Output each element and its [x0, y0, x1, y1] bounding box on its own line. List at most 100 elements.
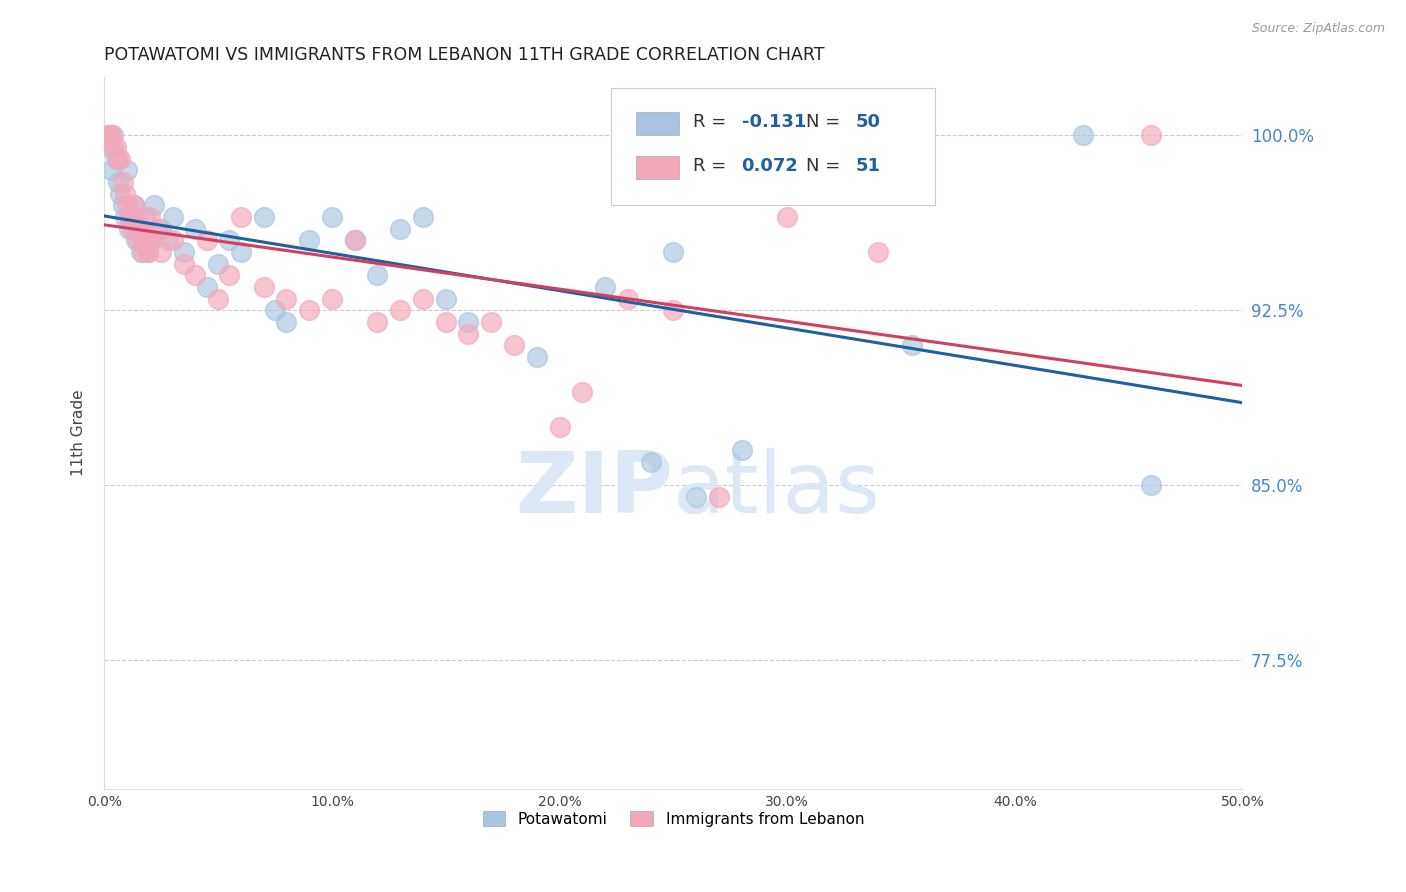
Point — [107, 152, 129, 166]
Point — [685, 490, 707, 504]
Point — [97, 128, 120, 143]
Point — [184, 268, 207, 283]
Point — [150, 244, 173, 259]
Point — [1140, 478, 1163, 492]
Point — [662, 244, 685, 259]
Point — [110, 186, 132, 201]
Point — [111, 175, 134, 189]
Point — [207, 256, 229, 270]
Point — [136, 244, 159, 259]
FancyBboxPatch shape — [636, 156, 679, 179]
Point — [103, 128, 125, 143]
Text: POTAWATOMI VS IMMIGRANTS FROM LEBANON 11TH GRADE CORRELATION CHART: POTAWATOMI VS IMMIGRANTS FROM LEBANON 11… — [104, 46, 825, 64]
Point — [389, 303, 412, 318]
Point — [139, 233, 162, 247]
Point — [104, 152, 127, 166]
Text: -0.131: -0.131 — [741, 112, 806, 131]
Point — [122, 198, 145, 212]
Text: N =: N = — [807, 112, 846, 131]
Point — [366, 268, 388, 283]
Point — [298, 303, 321, 318]
Point — [457, 315, 479, 329]
Point — [150, 221, 173, 235]
Point — [479, 315, 502, 329]
Point — [118, 221, 141, 235]
Point — [129, 244, 152, 259]
Point — [868, 244, 890, 259]
Point — [127, 221, 149, 235]
Point — [173, 256, 195, 270]
Point — [252, 280, 274, 294]
Text: atlas: atlas — [673, 448, 882, 531]
Point — [139, 210, 162, 224]
Y-axis label: 11th Grade: 11th Grade — [72, 390, 86, 476]
Point — [121, 210, 143, 224]
Text: 51: 51 — [855, 157, 880, 175]
Point — [141, 233, 163, 247]
Point — [145, 221, 167, 235]
Point — [412, 210, 434, 224]
Point — [252, 210, 274, 224]
Point — [434, 292, 457, 306]
Point — [100, 128, 122, 143]
Point — [276, 315, 298, 329]
Point — [457, 326, 479, 341]
Point — [127, 233, 149, 247]
Point — [218, 268, 240, 283]
Point — [207, 292, 229, 306]
Point — [229, 244, 252, 259]
Point — [162, 233, 184, 247]
Point — [548, 420, 571, 434]
Point — [115, 198, 138, 212]
Point — [125, 210, 148, 224]
Point — [114, 210, 136, 224]
Point — [343, 233, 366, 247]
Point — [264, 303, 287, 318]
Point — [276, 292, 298, 306]
Point — [195, 280, 218, 294]
Point — [321, 292, 343, 306]
Text: N =: N = — [807, 157, 846, 175]
Point — [1140, 128, 1163, 143]
Point — [776, 210, 799, 224]
Point — [111, 198, 134, 212]
Point — [100, 163, 122, 178]
Point — [901, 338, 924, 352]
Point — [640, 455, 662, 469]
Point — [157, 233, 180, 247]
FancyBboxPatch shape — [610, 87, 935, 205]
Point — [121, 221, 143, 235]
Point — [412, 292, 434, 306]
Point — [218, 233, 240, 247]
Point — [593, 280, 616, 294]
Point — [184, 221, 207, 235]
Point — [97, 140, 120, 154]
Point — [118, 210, 141, 224]
Point — [298, 233, 321, 247]
Point — [1071, 128, 1094, 143]
Point — [571, 384, 593, 399]
Point — [730, 443, 752, 458]
Text: 50: 50 — [855, 112, 880, 131]
Point — [134, 210, 156, 224]
Text: Source: ZipAtlas.com: Source: ZipAtlas.com — [1251, 22, 1385, 36]
Point — [389, 221, 412, 235]
Point — [104, 140, 127, 154]
Point — [115, 163, 138, 178]
Text: 0.072: 0.072 — [741, 157, 799, 175]
Legend: Potawatomi, Immigrants from Lebanon: Potawatomi, Immigrants from Lebanon — [475, 803, 872, 834]
Point — [125, 233, 148, 247]
Point — [96, 128, 118, 143]
Point — [136, 244, 159, 259]
Point — [110, 152, 132, 166]
Point — [143, 198, 166, 212]
Point — [134, 233, 156, 247]
Point — [526, 350, 548, 364]
Point — [132, 233, 155, 247]
Point — [321, 210, 343, 224]
Point — [844, 128, 866, 143]
Point — [114, 186, 136, 201]
FancyBboxPatch shape — [636, 112, 679, 136]
Point — [132, 244, 155, 259]
Point — [107, 175, 129, 189]
